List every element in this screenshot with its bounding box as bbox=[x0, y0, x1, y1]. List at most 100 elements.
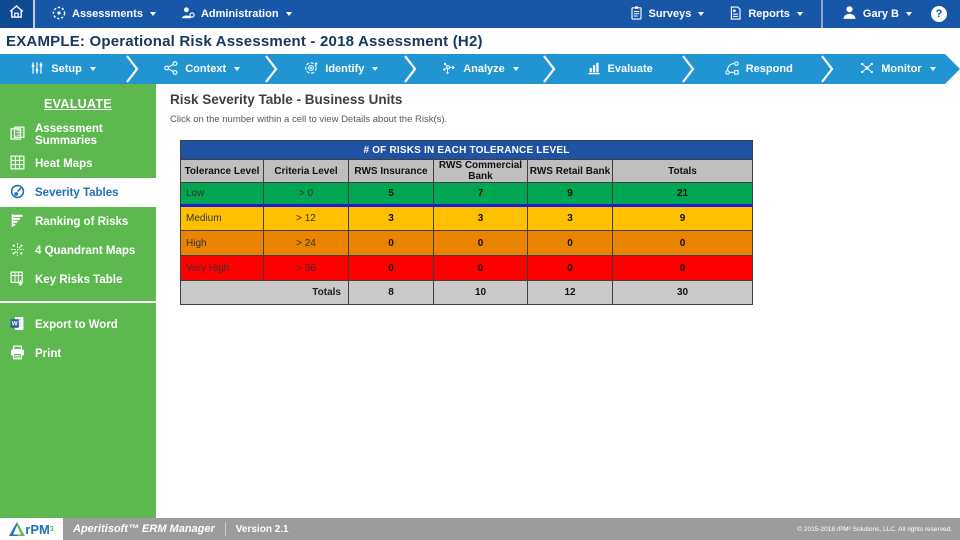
product-name: Aperitisoft™ ERM Manager bbox=[73, 523, 215, 535]
criteria-level-cell: > 36 bbox=[263, 255, 349, 281]
help-button[interactable]: ? bbox=[924, 0, 954, 28]
sidebar-evaluate: EVALUATE Assessment Summaries Heat Maps … bbox=[0, 84, 156, 518]
workflow-step-monitor[interactable]: Monitor bbox=[835, 54, 960, 84]
sidebar-action-print[interactable]: Print bbox=[0, 339, 156, 368]
sidebar-action-export-to-word[interactable]: W Export to Word bbox=[0, 310, 156, 339]
risk-count-cell[interactable]: 0 bbox=[433, 230, 528, 256]
risk-count-cell[interactable]: 0 bbox=[527, 230, 613, 256]
menu-administration[interactable]: Administration bbox=[168, 0, 304, 28]
total-count-cell: 12 bbox=[527, 280, 613, 305]
risk-count-cell[interactable]: 3 bbox=[433, 205, 528, 231]
caret-down-icon bbox=[906, 12, 912, 16]
caret-down-icon bbox=[285, 12, 292, 16]
chevron-separator-icon bbox=[403, 54, 417, 84]
caret-down-icon bbox=[513, 67, 519, 71]
chevron-separator-icon bbox=[543, 54, 557, 84]
assessment-summaries-icon bbox=[9, 125, 26, 145]
context-icon bbox=[163, 60, 179, 79]
workflow-step-label: Analyze bbox=[463, 63, 505, 75]
workflow-step-label: Setup bbox=[51, 63, 82, 75]
risk-count-cell[interactable]: 3 bbox=[348, 205, 434, 231]
chevron-separator-icon bbox=[821, 54, 835, 84]
rpm-logo: rPM 3 bbox=[0, 518, 63, 540]
sidebar-item-severity-tables[interactable]: Severity Tables bbox=[0, 178, 156, 207]
sidebar-item-label: Print bbox=[35, 347, 62, 360]
menu-reports[interactable]: Reports bbox=[716, 0, 815, 28]
sidebar-item-label: Ranking of Risks bbox=[35, 215, 129, 228]
divider bbox=[33, 0, 35, 28]
risk-count-cell[interactable]: 0 bbox=[348, 230, 434, 256]
main-content: Risk Severity Table - Business Units Cli… bbox=[156, 84, 960, 518]
caret-down-icon bbox=[372, 67, 378, 71]
chevron-separator-icon bbox=[264, 54, 278, 84]
risk-count-cell[interactable]: 9 bbox=[527, 182, 613, 207]
column-header: RWS Insurance bbox=[348, 159, 434, 183]
column-header: RWS Commercial Bank bbox=[433, 159, 528, 183]
severity-tables-icon bbox=[9, 183, 26, 203]
top-nav-right: Surveys Reports Gary B ? bbox=[617, 0, 960, 28]
user-menu[interactable]: Gary B bbox=[829, 0, 924, 28]
risk-count-cell[interactable]: 0 bbox=[433, 255, 528, 281]
workflow-step-analyze[interactable]: Analyze bbox=[417, 54, 542, 84]
evaluate-icon bbox=[586, 60, 602, 79]
svg-text:W: W bbox=[12, 320, 18, 327]
workflow-step-evaluate[interactable]: Evaluate bbox=[557, 54, 682, 84]
total-count-cell: 10 bbox=[433, 280, 528, 305]
administration-icon bbox=[180, 5, 196, 24]
sidebar-item-label: Severity Tables bbox=[35, 186, 119, 199]
menu-surveys[interactable]: Surveys bbox=[617, 0, 717, 28]
sidebar-item-heat-maps[interactable]: Heat Maps bbox=[0, 149, 156, 178]
chevron-separator-icon bbox=[125, 54, 139, 84]
sidebar-item-assessment-summaries[interactable]: Assessment Summaries bbox=[0, 120, 156, 149]
total-count-cell: 30 bbox=[612, 280, 753, 305]
risk-count-cell[interactable]: 7 bbox=[433, 182, 528, 207]
top-nav-left: Assessments Administration bbox=[39, 0, 304, 28]
workflow-step-label: Evaluate bbox=[607, 63, 653, 75]
totals-label-cell: Totals bbox=[180, 280, 349, 305]
workflow-step-setup[interactable]: Setup bbox=[0, 54, 125, 84]
workflow-step-context[interactable]: Context bbox=[139, 54, 264, 84]
menu-assessments[interactable]: Assessments bbox=[39, 0, 168, 28]
table-row-very-high: Very High > 36 0 0 0 0 bbox=[180, 255, 753, 281]
caret-down-icon bbox=[234, 67, 240, 71]
content-instruction: Click on the number within a cell to vie… bbox=[170, 114, 448, 125]
risk-count-cell[interactable]: 0 bbox=[612, 255, 753, 281]
workflow-step-respond[interactable]: Respond bbox=[696, 54, 821, 84]
sidebar-item-ranking-of-risks[interactable]: Ranking of Risks bbox=[0, 207, 156, 236]
page-title: EXAMPLE: Operational Risk Assessment - 2… bbox=[6, 32, 483, 50]
column-header: RWS Retail Bank bbox=[527, 159, 613, 183]
workflow-step-identify[interactable]: Identify bbox=[278, 54, 403, 84]
sidebar-item-4-quadrant-maps[interactable]: 4 Quandrant Maps bbox=[0, 236, 156, 265]
print-icon bbox=[9, 344, 26, 364]
caret-down-icon bbox=[698, 12, 705, 16]
risk-count-cell[interactable]: 9 bbox=[612, 205, 753, 231]
sidebar-item-label: Export to Word bbox=[35, 318, 118, 331]
brand-name: rPM bbox=[25, 521, 50, 537]
sidebar-item-label: Assessment Summaries bbox=[35, 122, 103, 147]
table-row-low: Low > 0 5 7 9 21 bbox=[180, 182, 753, 207]
menu-label: Surveys bbox=[648, 8, 692, 20]
table-title: # OF RISKS IN EACH TOLERANCE LEVEL bbox=[180, 140, 753, 160]
risk-count-cell[interactable]: 3 bbox=[527, 205, 613, 231]
heat-maps-icon bbox=[9, 154, 26, 174]
menu-label: Administration bbox=[200, 8, 279, 20]
user-icon bbox=[841, 4, 858, 24]
home-button[interactable] bbox=[0, 0, 33, 28]
sidebar-divider bbox=[0, 301, 156, 303]
risk-count-cell[interactable]: 0 bbox=[348, 255, 434, 281]
assessments-icon bbox=[51, 5, 67, 24]
tolerance-level-cell: Medium bbox=[180, 205, 264, 231]
surveys-icon bbox=[629, 5, 644, 24]
workflow-step-label: Respond bbox=[745, 63, 793, 75]
risk-count-cell[interactable]: 21 bbox=[612, 182, 753, 207]
risk-count-cell[interactable]: 5 bbox=[348, 182, 434, 207]
column-header: Tolerance Level bbox=[180, 159, 264, 183]
sidebar-item-key-risks-table[interactable]: Key Risks Table bbox=[0, 265, 156, 294]
sidebar-section-title: EVALUATE bbox=[44, 97, 112, 111]
ranking-of-risks-icon bbox=[9, 212, 26, 232]
caret-down-icon bbox=[90, 67, 96, 71]
risk-count-cell[interactable]: 0 bbox=[527, 255, 613, 281]
version-label: Version 2.1 bbox=[235, 523, 289, 535]
home-icon bbox=[8, 3, 25, 25]
risk-count-cell[interactable]: 0 bbox=[612, 230, 753, 256]
